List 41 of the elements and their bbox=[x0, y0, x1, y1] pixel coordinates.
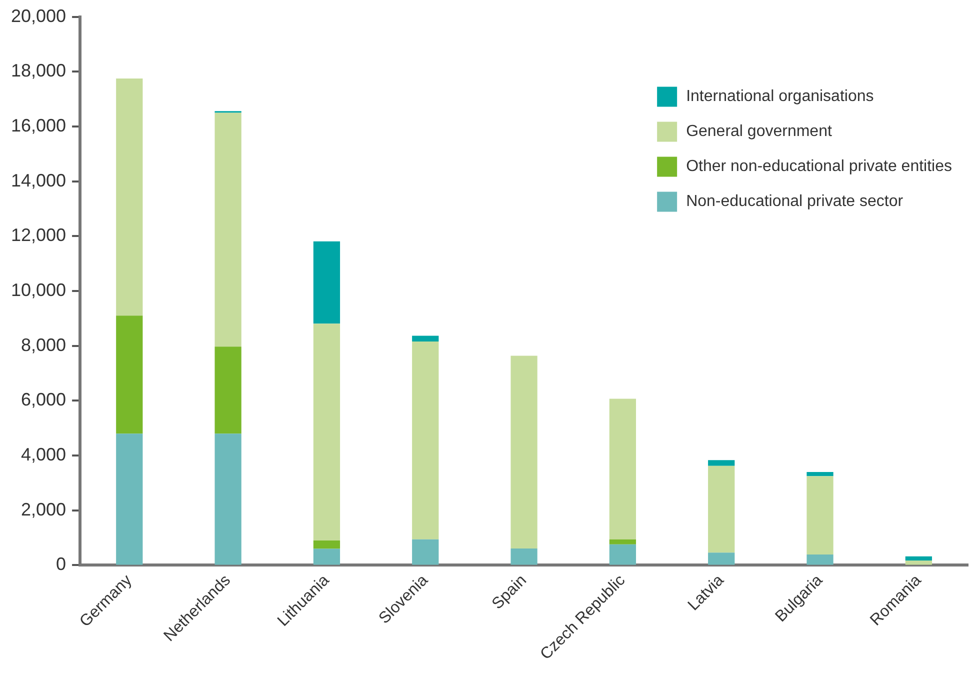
bar bbox=[412, 539, 439, 565]
bar bbox=[116, 434, 143, 565]
y-tick-label: 20,000 bbox=[10, 6, 66, 26]
bar bbox=[905, 556, 932, 561]
y-tick-label: 2,000 bbox=[21, 499, 66, 520]
bar bbox=[412, 341, 439, 540]
bar bbox=[214, 112, 242, 347]
bar bbox=[313, 324, 340, 541]
bar bbox=[313, 241, 340, 324]
legend-label: General government bbox=[686, 123, 832, 140]
y-tick-label: 18,000 bbox=[10, 60, 66, 81]
legend-label: Non-educational private sector bbox=[686, 193, 904, 210]
y-tick-label: 6,000 bbox=[21, 390, 66, 410]
y-tick-label: 16,000 bbox=[10, 115, 66, 136]
bar bbox=[116, 78, 143, 316]
y-tick-label: 4,000 bbox=[21, 444, 66, 464]
legend-label: International organisations bbox=[686, 88, 874, 106]
bar bbox=[708, 460, 735, 466]
legend-label: Other non-educational private entities bbox=[686, 158, 952, 176]
bar bbox=[510, 356, 538, 548]
y-tick-label: 14,000 bbox=[10, 170, 66, 190]
bar bbox=[214, 434, 242, 565]
y-tick-label: 12,000 bbox=[10, 225, 66, 246]
bar bbox=[806, 472, 834, 476]
y-tick-label: 10,000 bbox=[10, 280, 66, 300]
y-tick-label: 8,000 bbox=[21, 334, 66, 355]
bar bbox=[609, 398, 636, 540]
bar bbox=[708, 552, 735, 565]
bar bbox=[313, 548, 340, 565]
bar bbox=[905, 560, 932, 565]
bar bbox=[313, 540, 340, 549]
bar bbox=[214, 346, 242, 434]
bar bbox=[609, 544, 636, 565]
bar bbox=[412, 336, 439, 342]
bar bbox=[806, 554, 834, 565]
bar bbox=[609, 539, 636, 544]
bar bbox=[806, 476, 834, 554]
y-tick-label: 0 bbox=[56, 554, 66, 574]
bar bbox=[510, 548, 538, 565]
bar bbox=[116, 316, 143, 434]
bar bbox=[708, 466, 735, 553]
